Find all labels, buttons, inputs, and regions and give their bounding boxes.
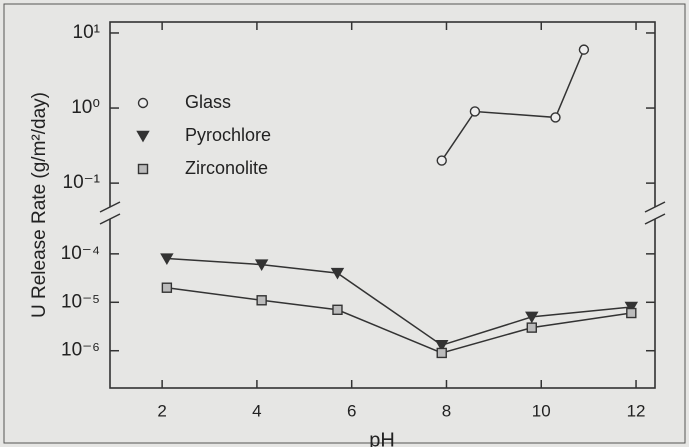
marker (526, 322, 537, 333)
marker (137, 97, 149, 109)
marker (550, 112, 561, 123)
y-tick-label: 10⁻⁴ (61, 243, 100, 264)
legend-label: Pyrochlore (185, 125, 271, 145)
marker (332, 304, 343, 315)
marker (525, 311, 539, 324)
y-tick-label: 10¹ (73, 22, 100, 43)
x-tick-label: 8 (442, 401, 451, 420)
series-line (166, 286, 632, 354)
y-tick-label: 10⁻⁶ (61, 340, 100, 361)
x-tick-label: 12 (627, 401, 646, 420)
plot-frame (109, 21, 656, 389)
marker (254, 259, 269, 271)
axis-break (99, 201, 666, 225)
y-axis-label: U Release Rate (g/m²/day) (29, 92, 50, 318)
series-line (166, 257, 632, 347)
x-tick-label: 2 (157, 401, 166, 420)
marker (256, 295, 267, 306)
marker (578, 44, 590, 55)
marker (626, 307, 637, 319)
y-tick-label: 10⁻⁵ (61, 291, 100, 312)
marker (330, 267, 345, 280)
x-tick-label: 4 (252, 401, 261, 420)
outer-border (3, 3, 686, 444)
marker (137, 163, 149, 175)
marker (436, 155, 447, 166)
marker (160, 253, 174, 265)
y-tick-label: 10⁻¹ (63, 172, 101, 193)
marker (436, 347, 447, 359)
series-line (441, 49, 585, 161)
x-axis-label: pH (369, 429, 395, 447)
marker (624, 301, 639, 314)
marker (161, 282, 173, 293)
y-tick-label: 10⁰ (71, 97, 100, 118)
marker (435, 340, 449, 352)
marker (136, 130, 150, 143)
legend-label: Glass (185, 92, 231, 112)
x-tick-label: 6 (347, 401, 356, 420)
legend-label: Zirconolite (185, 158, 268, 178)
x-tick-label: 10 (532, 401, 551, 420)
marker (469, 106, 481, 117)
